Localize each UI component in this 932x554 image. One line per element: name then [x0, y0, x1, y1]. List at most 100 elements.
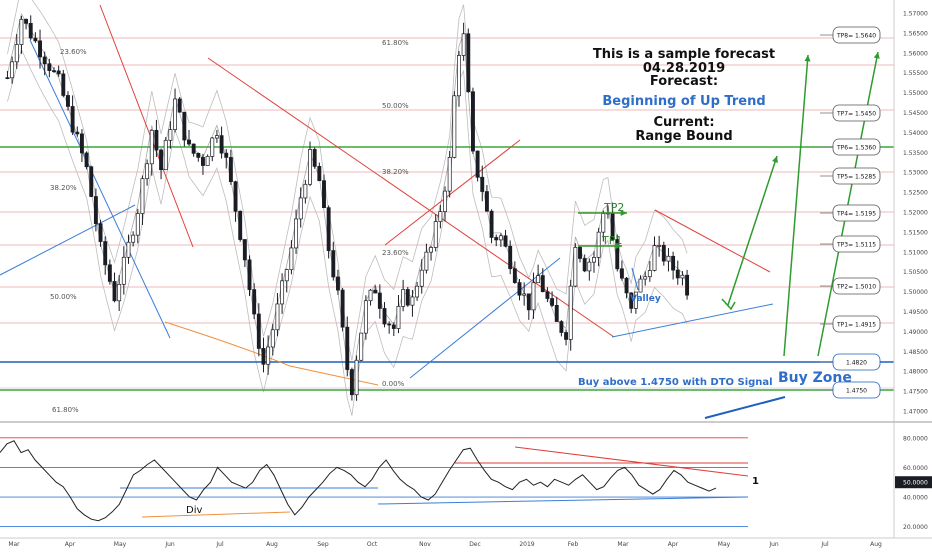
fib-percentage-label: 38.20% [50, 184, 77, 192]
buy-signal-annotation: Buy above 1.4750 with DTO Signal [578, 377, 773, 388]
target-label: TP8= 1.5640 [836, 33, 876, 40]
forecast-date: 04.28.2019 [643, 61, 725, 76]
candle-body [219, 135, 224, 154]
candle-body [107, 264, 112, 282]
price-tick-label: 1.47000 [903, 409, 928, 416]
candle-body [596, 231, 601, 258]
candle-body [145, 163, 150, 180]
target-label: TP1= 1.4915 [836, 322, 876, 329]
price-tick-label: 1.48500 [903, 349, 928, 356]
forecast-value: Beginning of Up Trend [602, 94, 765, 109]
candle-body [14, 44, 19, 63]
valley-annotation: Valley [630, 294, 661, 304]
fib-percentage-labels: 23.60% 61.80% 50.00% 38.20% 38.20% 23.60% 50.0… [50, 39, 409, 414]
time-tick-label: Apr [65, 541, 76, 548]
candle-body [433, 221, 438, 248]
candle-body [261, 348, 266, 365]
time-tick-label: Jun [768, 541, 779, 548]
oscillator-tick-label: 50.0000 [903, 480, 928, 487]
time-axis: Mar Apr May Jun Jul Aug Sep Oct Nov Dec 2019 Feb Mar… [0, 537, 932, 548]
price-tick-label: 1.52500 [903, 190, 928, 197]
target-label-box [832, 26, 881, 44]
fib-percentage-label: 61.80% [52, 406, 79, 414]
time-tick-label: Mar [8, 541, 20, 548]
candle-body [5, 77, 10, 79]
candle-body [303, 183, 308, 199]
dto-marker: 1 [752, 476, 759, 487]
candle-body [336, 276, 340, 291]
valley-arrow [721, 298, 736, 311]
price-tick-label: 1.55000 [903, 90, 928, 97]
time-tick-label: Jun [164, 541, 175, 548]
rising-support-line [611, 303, 774, 338]
candle-body [266, 346, 271, 365]
candle-body [28, 23, 33, 39]
candle-body [24, 18, 29, 24]
candle-body [182, 111, 187, 141]
candle-body [121, 256, 126, 285]
candle-body [38, 40, 42, 58]
candle-body [624, 277, 629, 294]
candle-body [289, 247, 294, 271]
trendlines [0, 4, 786, 419]
candle-body [345, 326, 350, 370]
candle-body [415, 285, 420, 298]
candle-body [657, 245, 662, 247]
price-panel: TP8= 1.5640 TP7= 1.5450 TP6= 1.5360 TP5= 1.… [0, 0, 928, 422]
candle-body [47, 63, 52, 71]
candle-body [503, 235, 508, 247]
oscillator-tick-label: 20.0000 [903, 524, 928, 531]
candle-body [89, 166, 94, 197]
target-label-box [832, 353, 881, 371]
candle-body [587, 261, 592, 272]
candle-body [368, 289, 373, 302]
support-trendline [29, 39, 171, 339]
tp1-annotation: TP1 [601, 234, 622, 247]
candle-body [512, 268, 517, 283]
candle-body [429, 247, 434, 253]
current-value: Range Bound [635, 129, 732, 144]
candle-body [601, 213, 606, 233]
price-tick-label: 1.53500 [903, 150, 928, 157]
downtrend-line [99, 4, 194, 248]
candle-body [98, 223, 103, 242]
price-tick-label: 1.53000 [903, 170, 928, 177]
time-tick-label: 2019 [519, 541, 534, 548]
downtrend-line [207, 57, 615, 338]
candle-body [280, 280, 285, 305]
price-tick-label: 1.49500 [903, 309, 928, 316]
candle-body [359, 332, 364, 361]
target-label-box [832, 315, 881, 333]
time-tick-label: Aug [266, 541, 278, 548]
candle-body [340, 289, 345, 328]
time-tick-label: May [114, 541, 127, 548]
candle-body [354, 359, 359, 396]
candle-body [61, 73, 66, 96]
candle-body [424, 251, 429, 271]
candle-body [252, 289, 257, 315]
candle-body [592, 257, 596, 263]
price-tick-label: 1.47500 [903, 389, 928, 396]
price-tick-label: 1.48000 [903, 369, 928, 376]
candle-body [191, 143, 196, 154]
valley-pointer [631, 267, 639, 291]
candle-body [540, 275, 545, 293]
candle-body [619, 268, 624, 279]
candle-body [140, 178, 145, 214]
candle-body [112, 281, 117, 302]
candle-body [177, 98, 182, 113]
candle-body [42, 56, 47, 65]
candle-body [419, 269, 424, 287]
forecast-arrow [783, 54, 809, 357]
candle-body [294, 218, 299, 249]
candle-body [494, 237, 499, 241]
candle-body [443, 190, 447, 212]
candle-body [554, 305, 559, 322]
oscillator-axis: 80.0000 60.0000 50.0000 40.0000 20.0000 [893, 422, 932, 538]
tp2-arrow-head [620, 209, 627, 217]
forecast-arrow-head [873, 52, 880, 59]
candle-body [173, 98, 177, 130]
target-label-box [832, 138, 881, 156]
forecast-label: Forecast: [650, 74, 718, 89]
candle-body [66, 95, 70, 107]
